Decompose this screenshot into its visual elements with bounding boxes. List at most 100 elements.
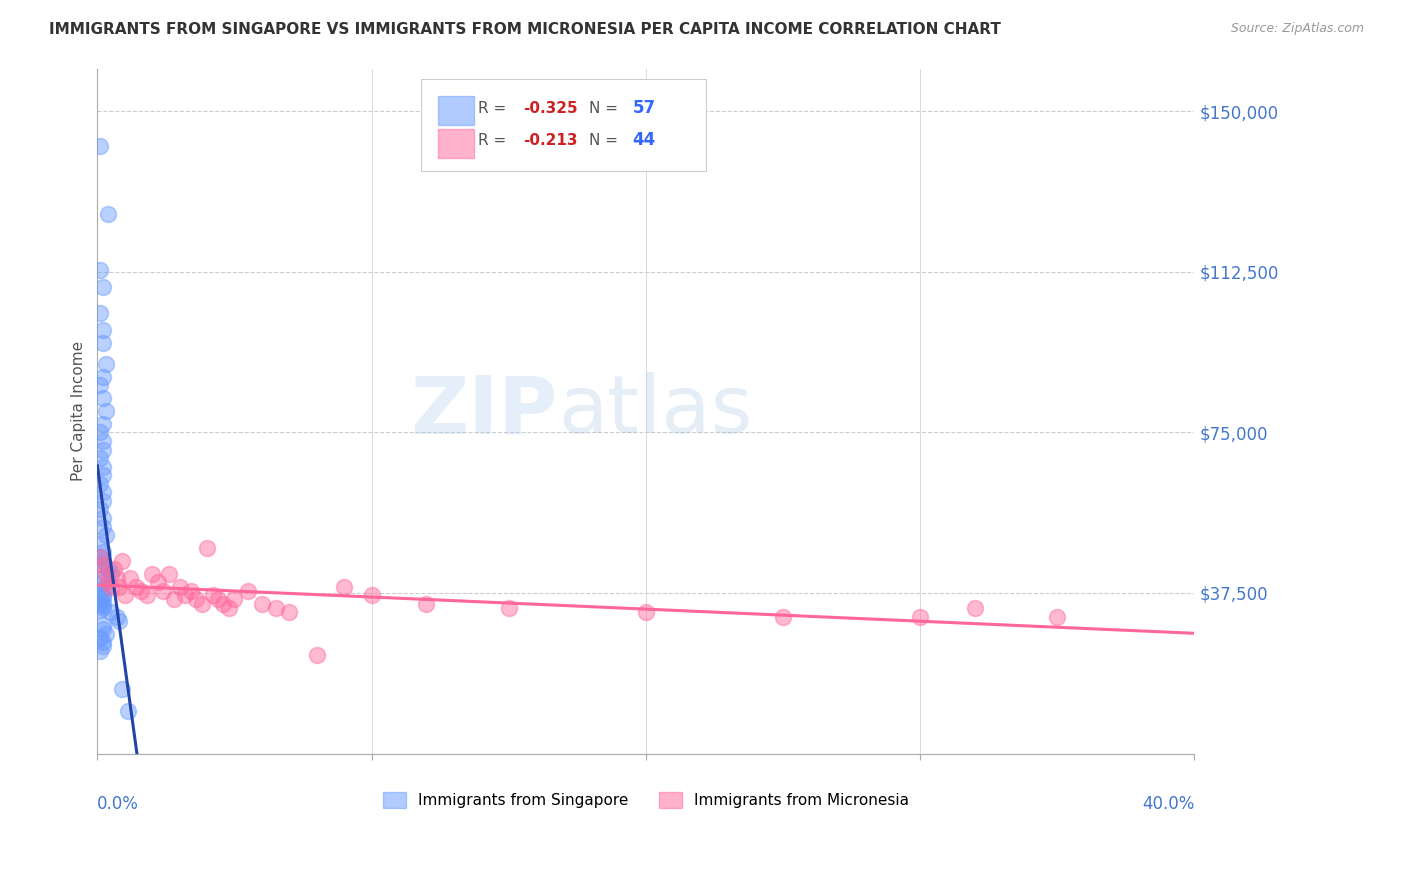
Point [89, 537, 111, 551]
Point [360, 588, 382, 602]
Point [212, 597, 235, 611]
Point [89, 549, 111, 564]
Point [100, 566, 122, 581]
Point [238, 583, 260, 598]
Text: 57: 57 [633, 99, 655, 117]
Point [908, 609, 931, 624]
Text: atlas: atlas [558, 372, 752, 450]
Point [129, 583, 152, 598]
Point [100, 580, 122, 594]
Y-axis label: Per Capita Income: Per Capita Income [72, 341, 86, 481]
Point [91, 618, 114, 632]
Point [91, 519, 114, 533]
Point [135, 588, 157, 602]
Point [89, 425, 111, 440]
Point [111, 682, 134, 697]
Point [91, 434, 114, 448]
Point [169, 580, 191, 594]
Point [89, 451, 111, 466]
Text: 40.0%: 40.0% [1142, 795, 1194, 813]
Point [772, 609, 794, 624]
Point [91, 442, 114, 457]
Point [333, 580, 356, 594]
Point [163, 592, 186, 607]
Point [91, 575, 114, 590]
Point [91, 468, 114, 483]
Point [184, 592, 207, 607]
FancyBboxPatch shape [420, 78, 706, 171]
Point [105, 609, 128, 624]
Point [91, 635, 114, 649]
Point [103, 562, 125, 576]
FancyBboxPatch shape [439, 96, 474, 125]
Point [264, 601, 287, 615]
Point [91, 558, 114, 573]
Point [91, 545, 114, 559]
Point [91, 511, 114, 525]
Point [89, 262, 111, 277]
Point [634, 605, 657, 619]
Text: ZIP: ZIP [411, 372, 558, 450]
Point [108, 614, 131, 628]
Point [963, 601, 986, 615]
Point [89, 476, 111, 491]
Point [190, 597, 212, 611]
Point [91, 591, 114, 605]
Point [91, 369, 114, 384]
Point [207, 592, 229, 607]
Point [91, 571, 114, 585]
Point [91, 588, 114, 602]
Point [89, 378, 111, 392]
Point [250, 597, 273, 611]
Point [94, 580, 117, 594]
Point [89, 502, 111, 516]
Point [89, 583, 111, 598]
Point [114, 588, 136, 602]
Point [97, 207, 120, 221]
Point [157, 566, 180, 581]
Point [91, 594, 114, 608]
FancyBboxPatch shape [439, 128, 474, 158]
Text: N =: N = [589, 133, 623, 148]
Text: -0.325: -0.325 [523, 101, 578, 116]
Point [89, 631, 111, 645]
Point [146, 575, 169, 590]
Point [91, 323, 114, 337]
Text: IMMIGRANTS FROM SINGAPORE VS IMMIGRANTS FROM MICRONESIA PER CAPITA INCOME CORREL: IMMIGRANTS FROM SINGAPORE VS IMMIGRANTS … [49, 22, 1001, 37]
Point [89, 549, 111, 564]
Point [97, 562, 120, 576]
Point [111, 554, 134, 568]
Point [415, 597, 437, 611]
Point [91, 599, 114, 613]
Point [201, 588, 224, 602]
Point [91, 280, 114, 294]
Point [100, 605, 122, 619]
Point [94, 566, 117, 581]
Text: -0.213: -0.213 [523, 133, 578, 148]
Text: 44: 44 [633, 131, 657, 150]
Text: R =: R = [478, 133, 512, 148]
Point [89, 138, 111, 153]
Point [174, 588, 197, 602]
Point [117, 704, 139, 718]
Point [89, 644, 111, 658]
Point [278, 605, 301, 619]
Point [91, 459, 114, 474]
Point [89, 597, 111, 611]
Point [94, 528, 117, 542]
Point [89, 603, 111, 617]
Point [91, 391, 114, 405]
Point [94, 626, 117, 640]
Point [91, 485, 114, 500]
Point [91, 640, 114, 654]
Point [91, 558, 114, 573]
Point [89, 592, 111, 607]
Point [180, 583, 202, 598]
Point [97, 575, 120, 590]
Point [91, 554, 114, 568]
Point [195, 541, 218, 555]
Point [91, 623, 114, 637]
Point [224, 592, 246, 607]
Point [91, 494, 114, 508]
Point [108, 580, 131, 594]
